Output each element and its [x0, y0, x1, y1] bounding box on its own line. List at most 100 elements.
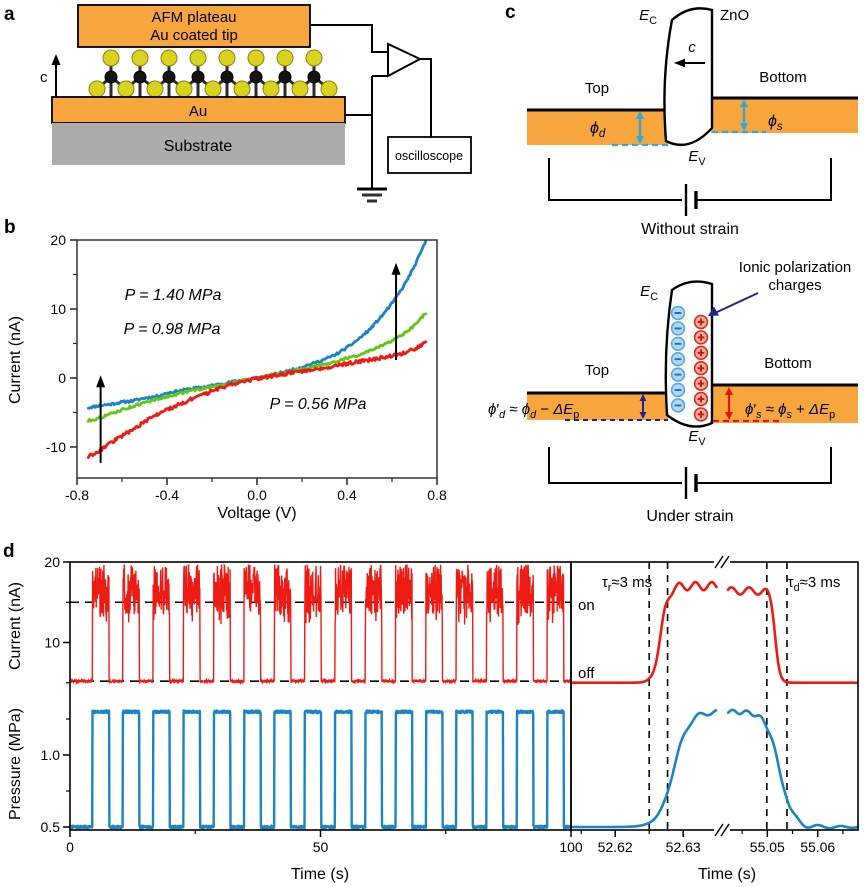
- axis-break-slash: [720, 555, 730, 569]
- b-xlabel: Voltage (V): [217, 505, 296, 522]
- atom: [278, 70, 292, 84]
- atom: [160, 49, 178, 67]
- plateau-label-1: AFM plateau: [151, 9, 236, 26]
- amplifier-icon: [387, 42, 423, 78]
- y-tick-label: 10: [50, 301, 66, 317]
- au-label: Au: [189, 103, 207, 120]
- axis-break-slash: [714, 823, 724, 837]
- on-level-label: on: [578, 597, 595, 614]
- phi-s-label: ϕs: [768, 113, 783, 133]
- zno-label: ZnO: [720, 7, 749, 24]
- top-label: Top: [585, 80, 609, 97]
- x-tick-label: 52.63: [666, 839, 701, 855]
- x-tick-label: 100: [559, 839, 583, 855]
- pressure-zoom-trace: [569, 708, 860, 830]
- molecular-monolayer: [88, 49, 338, 112]
- off-level-label: off: [578, 665, 595, 682]
- y-tick-label: 20: [44, 554, 60, 570]
- au-layer: [51, 96, 346, 124]
- arrowhead: [96, 375, 106, 388]
- oscilloscope-box: [387, 136, 472, 174]
- iv-plot: -0.8 -0.4 0.0 0.4 0.8 20 10 0 -10: [46, 232, 447, 503]
- y-tick-label: 20: [50, 232, 66, 248]
- legend-1p40: P = 1.40 MPa: [125, 287, 222, 304]
- atom: [305, 49, 323, 67]
- axis-break-slash: [720, 823, 730, 837]
- phi-d-marker: [612, 111, 668, 147]
- x-tick-label: 0: [66, 839, 74, 855]
- ionic-charges-label-2: charges: [768, 277, 821, 294]
- tau-decay-label: τd≈3 ms: [788, 574, 841, 594]
- c-axis-label: c: [40, 69, 48, 86]
- x-tick-label: 0.4: [337, 487, 357, 503]
- phi-s-marker: [712, 99, 766, 134]
- x-tick-label: -0.8: [65, 487, 89, 503]
- polarization-charges: [670, 305, 709, 422]
- x-tick-label: 55.05: [750, 839, 785, 855]
- atom: [175, 80, 193, 98]
- atom: [117, 80, 135, 98]
- current-trace: [69, 563, 572, 686]
- axis-break-gap: [714, 559, 730, 565]
- atom: [220, 70, 234, 84]
- panel-a: a oscilloscope AFM plateau Au coated tip: [4, 4, 472, 203]
- ionic-charges-label-1: Ionic polarization: [739, 259, 852, 276]
- phi-d-strained-marker: [565, 394, 668, 421]
- without-strain-caption: Without strain: [641, 221, 739, 238]
- ec-label: EC: [639, 7, 657, 27]
- atom: [88, 80, 106, 98]
- d-xlabel-left: Time (s): [291, 866, 349, 883]
- y-tick-label: 0.5: [41, 819, 61, 835]
- axis-break-gap: [714, 827, 730, 833]
- atom: [204, 80, 222, 98]
- x-tick-label: 55.06: [800, 839, 835, 855]
- top-electrode-slab: [527, 110, 668, 145]
- y-tick-label: 0: [58, 370, 66, 386]
- ev-label: EV: [688, 148, 706, 168]
- atom: [262, 80, 280, 98]
- phi-d-label: ϕd: [590, 120, 606, 140]
- atom: [102, 49, 120, 67]
- panel-a-letter: a: [4, 4, 15, 25]
- bottom-electrode-slab: [711, 98, 858, 133]
- x-tick-label: 0.0: [247, 487, 267, 503]
- phi-s-strained-marker: [713, 387, 783, 423]
- panel-b: b -0.8 -0.4 0.0 0.4 0.8 20 10 0 -10 Current (nA)…: [4, 217, 447, 522]
- panel-d-letter: d: [3, 541, 15, 562]
- atom: [133, 70, 147, 84]
- arrowhead: [391, 262, 401, 275]
- atom: [162, 70, 176, 84]
- substrate-layer: [52, 123, 345, 165]
- atom: [247, 49, 265, 67]
- panel-c-letter: c: [505, 2, 516, 23]
- atom: [146, 80, 164, 98]
- x-tick-label: -0.4: [155, 487, 179, 503]
- bottom-label: Bottom: [759, 69, 807, 86]
- plateau-label-2: Au coated tip: [150, 27, 238, 44]
- oscilloscope-label: oscilloscope: [395, 149, 463, 163]
- time-trace-plot: 20 10 1.0 0.5 0 50 100 52.62 52.63 55.05 55.06: [41, 554, 860, 855]
- circuit-wires: [310, 24, 432, 188]
- bias-circuit-bottom: [548, 447, 832, 499]
- panel-b-letter: b: [4, 217, 16, 238]
- x-tick-label: 52.62: [598, 839, 633, 855]
- substrate-label: Substrate: [164, 138, 233, 155]
- atom: [191, 70, 205, 84]
- panel-c: c c EC ZnO Top Bottom EV: [488, 2, 858, 525]
- legend-0p98: P = 0.98 MPa: [124, 321, 221, 338]
- ionic-charges-arrow: [708, 292, 759, 316]
- atom: [249, 70, 263, 84]
- legend-0p56: P = 0.56 MPa: [270, 396, 367, 413]
- ec-label-strained: EC: [640, 283, 658, 303]
- atom: [189, 49, 207, 67]
- d-ylabel-current: Current (nA): [7, 582, 24, 670]
- panel-d: d 20 10 1.0 0.5 0 50 100 52.62 52.63 55.05 55.06 C…: [3, 541, 860, 883]
- right-plot-frame: [570, 561, 859, 831]
- y-tick-label: -10: [46, 439, 66, 455]
- atom: [233, 80, 251, 98]
- phi-d-strained-formula: ϕ′d ≈ ϕd − ΔEp: [488, 401, 579, 421]
- phi-s-strained-formula: ϕ′s ≈ ϕs + ΔEp: [745, 401, 835, 421]
- zno-barrier: [663, 7, 714, 146]
- band-diagram-without-strain: c EC ZnO Top Bottom EV ϕd ϕs: [527, 7, 858, 238]
- c-polar-label: c: [688, 39, 696, 56]
